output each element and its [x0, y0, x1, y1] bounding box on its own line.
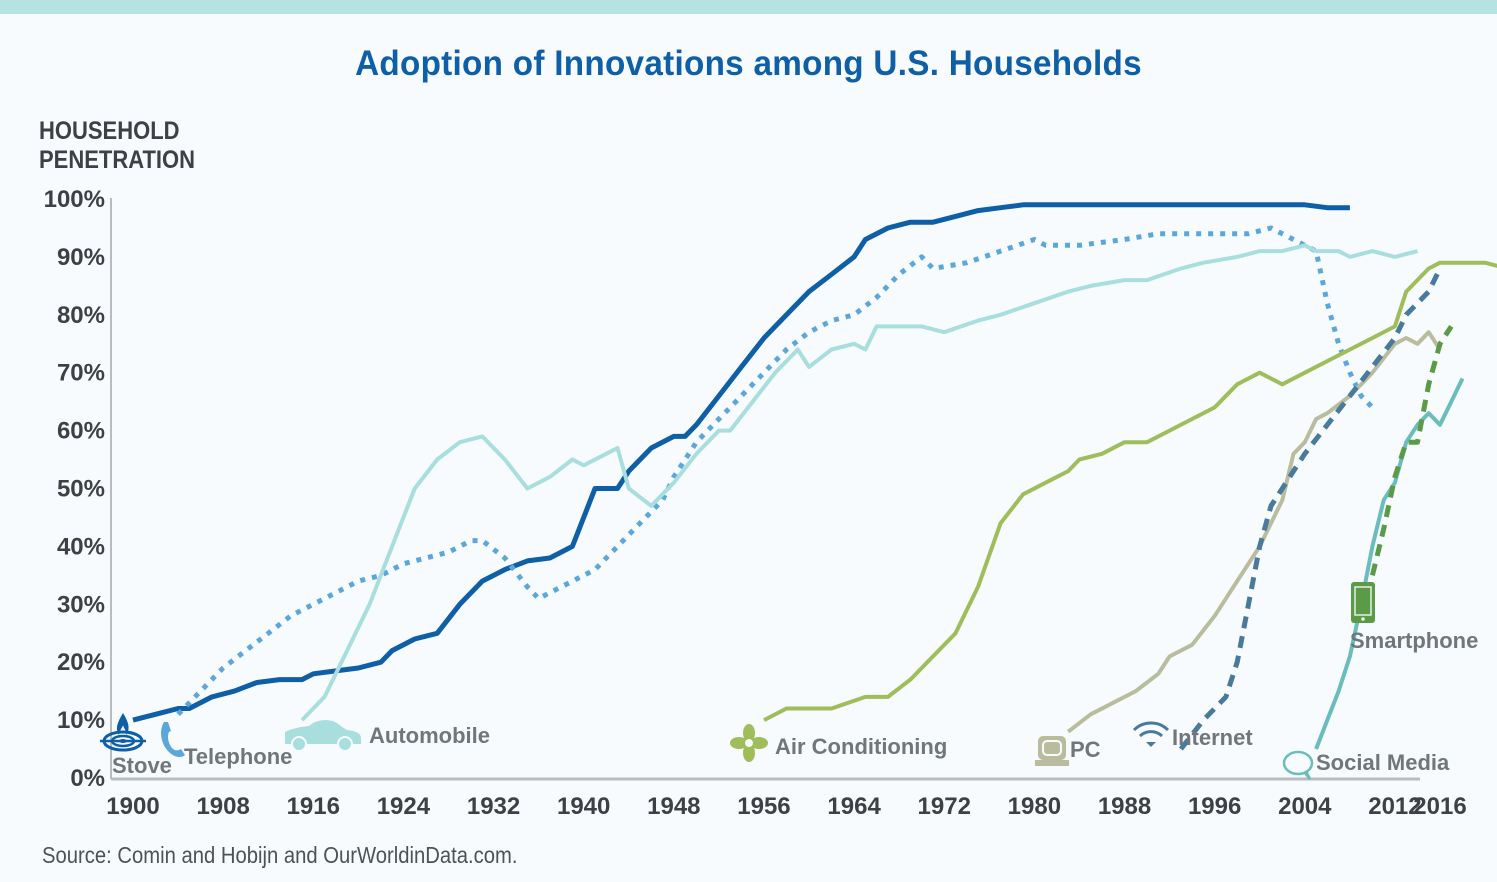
pc-icon: [1035, 736, 1069, 766]
y-axis-label: HOUSEHOLD PENETRATION: [39, 117, 195, 175]
y-tick-labels: 0% 10% 20% 30% 40% 50% 60% 70% 80% 90% 100%: [44, 186, 105, 792]
y-axis-label-line-2: PENETRATION: [39, 146, 196, 174]
speech-bubble-icon: [1282, 750, 1314, 780]
x-tick-label: 1980: [1008, 793, 1061, 820]
source-note: Source: Comin and Hobijn and OurWorldinD…: [42, 842, 518, 868]
y-tick-label: 0%: [70, 765, 105, 792]
x-tick-label: 1900: [106, 793, 159, 820]
x-tick-label: 1964: [827, 793, 881, 820]
x-tick-labels: 1900 1908 1916 1924 1932 1940 1948 1956 1964 1972…: [106, 793, 1466, 820]
series-line-air-conditioning: [763, 260, 1497, 722]
series-label-stove: Stove: [112, 753, 172, 778]
x-tick-label: 1972: [918, 793, 971, 820]
x-tick-label: 1988: [1098, 793, 1151, 820]
telephone-icon: [161, 722, 185, 758]
series-line-smartphone: [1369, 325, 1454, 576]
chart-title: Adoption of Innovations among U.S. House…: [355, 44, 1142, 83]
series-label-smartphone: Smartphone: [1350, 628, 1478, 653]
wifi-icon: [1132, 721, 1170, 747]
y-tick-label: 100%: [44, 186, 105, 213]
x-tick-label: 2016: [1413, 793, 1466, 820]
x-tick-label: 1948: [647, 793, 700, 820]
series-label-social-media: Social Media: [1316, 750, 1450, 775]
series-label-telephone: Telephone: [184, 744, 292, 769]
x-tick-label: 1940: [557, 793, 610, 820]
series-label-internet: Internet: [1172, 725, 1253, 750]
y-tick-label: 30%: [57, 591, 105, 618]
series-line-social-media: [1314, 377, 1465, 750]
y-axis-label-line-1: HOUSEHOLD: [39, 117, 180, 145]
series-label-automobile: Automobile: [369, 723, 490, 748]
series-line-stove: [132, 202, 1350, 723]
x-tick-label: 1908: [196, 793, 249, 820]
y-tick-label: 80%: [57, 302, 105, 329]
series-label-air-conditioning: Air Conditioning: [775, 734, 947, 759]
series-line-telephone: [176, 225, 1375, 717]
x-tick-label: 2004: [1278, 793, 1332, 820]
y-tick-label: 40%: [57, 533, 105, 560]
x-tick-label: 2012: [1368, 793, 1421, 820]
series-label-pc: PC: [1070, 737, 1101, 762]
x-tick-label: 1996: [1188, 793, 1241, 820]
y-tick-label: 70%: [57, 360, 105, 387]
y-tick-label: 50%: [57, 476, 105, 503]
x-tick-label: 1924: [377, 793, 431, 820]
y-tick-label: 10%: [57, 707, 105, 734]
x-tick-label: 1956: [737, 793, 790, 820]
x-tick-label: 1916: [287, 793, 340, 820]
fan-icon: [730, 724, 768, 762]
series-line-automobile: [300, 243, 1418, 722]
x-tick-label: 1932: [467, 793, 520, 820]
car-icon: [285, 720, 361, 752]
y-tick-label: 60%: [57, 418, 105, 445]
smartphone-icon: [1351, 582, 1375, 623]
stove-icon: [100, 713, 146, 752]
series-lines: [132, 202, 1497, 751]
top-accent-bar: [0, 0, 1497, 14]
series-line-internet: [1178, 267, 1443, 751]
y-tick-label: 20%: [57, 649, 105, 676]
y-tick-label: 90%: [57, 244, 105, 271]
series-line-pc: [1066, 330, 1442, 734]
axes: [110, 198, 1420, 781]
